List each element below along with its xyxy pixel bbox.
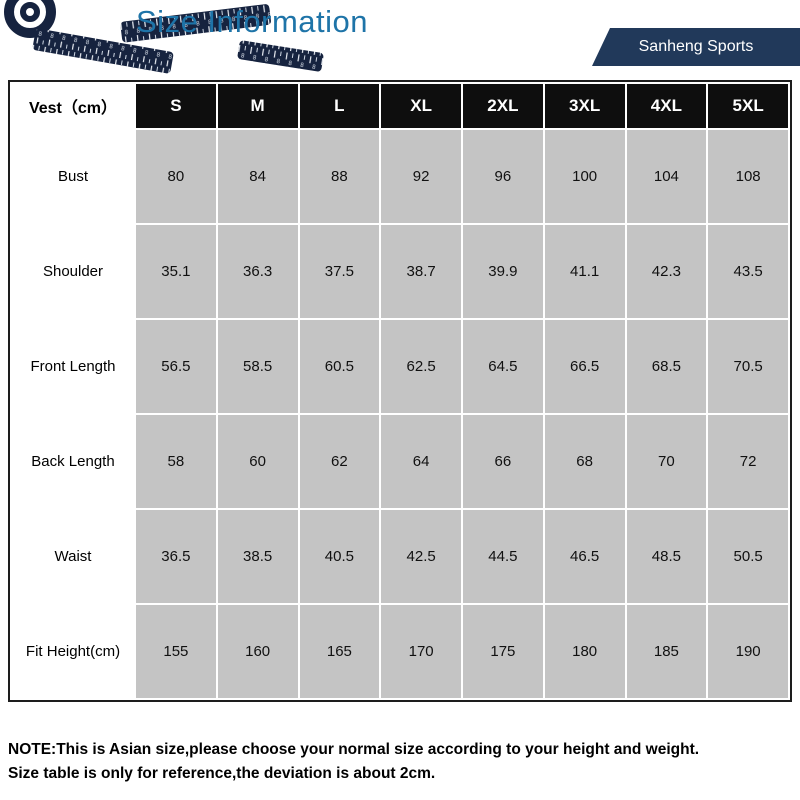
measurement-cell: 92 xyxy=(381,130,461,223)
table-row: Front Length 56.5 58.5 60.5 62.5 64.5 66.5 68.5… xyxy=(12,320,788,413)
measurement-cell: 42.5 xyxy=(381,510,461,603)
measurement-cell: 62.5 xyxy=(381,320,461,413)
table-row: Bust 80 84 88 92 96 100 104 108 xyxy=(12,130,788,223)
measurement-cell: 35.1 xyxy=(136,225,216,318)
measurement-cell: 66.5 xyxy=(544,320,625,413)
page-title: Size Information xyxy=(136,4,368,39)
size-column-header: XL xyxy=(381,84,461,128)
measurement-cell: 155 xyxy=(136,605,216,698)
measurement-cell: 108 xyxy=(708,130,788,223)
measurement-cell: 66 xyxy=(463,415,543,508)
table-row: Shoulder 35.1 36.3 37.5 38.7 39.9 41.1 42.3 43.5 xyxy=(12,225,788,318)
measurement-cell: 185 xyxy=(626,605,707,698)
measurement-cell: 170 xyxy=(381,605,461,698)
measurement-cell: 56.5 xyxy=(136,320,216,413)
measurement-cell: 96 xyxy=(463,130,543,223)
measurement-cell: 64.5 xyxy=(463,320,543,413)
measurement-cell: 39.9 xyxy=(463,225,543,318)
measurement-cell: 36.3 xyxy=(217,225,298,318)
measurement-cell: 46.5 xyxy=(544,510,625,603)
size-column-header: M xyxy=(217,84,298,128)
size-header-row: Vest（cm） S M L XL 2XL 3XL 4XL 5XL xyxy=(12,84,788,128)
measurement-cell: 37.5 xyxy=(299,225,380,318)
measurement-cell: 38.5 xyxy=(217,510,298,603)
measurement-cell: 68.5 xyxy=(626,320,707,413)
size-table: Vest（cm） S M L XL 2XL 3XL 4XL 5XL Bust 80 84 88 92 96… xyxy=(8,80,792,702)
table-corner-header: Vest（cm） xyxy=(12,84,134,128)
measurement-cell: 84 xyxy=(217,130,298,223)
measurement-cell: 40.5 xyxy=(299,510,380,603)
measurement-cell: 42.3 xyxy=(626,225,707,318)
measurement-cell: 62 xyxy=(299,415,380,508)
row-label: Waist xyxy=(12,510,134,603)
size-column-header: S xyxy=(136,84,216,128)
measurement-cell: 70.5 xyxy=(708,320,788,413)
measurement-cell: 190 xyxy=(708,605,788,698)
measurement-cell: 88 xyxy=(299,130,380,223)
size-column-header: 4XL xyxy=(626,84,707,128)
row-label: Bust xyxy=(12,130,134,223)
measurement-cell: 58.5 xyxy=(217,320,298,413)
header: 8 Size Information Sanheng Sports xyxy=(0,0,800,80)
measurement-cell: 100 xyxy=(544,130,625,223)
measurement-cell: 104 xyxy=(626,130,707,223)
size-column-header: 2XL xyxy=(463,84,543,128)
row-label: Back Length xyxy=(12,415,134,508)
size-column-header: 5XL xyxy=(708,84,788,128)
measurement-cell: 43.5 xyxy=(708,225,788,318)
measurement-cell: 180 xyxy=(544,605,625,698)
table-row: Waist 36.5 38.5 40.5 42.5 44.5 46.5 48.5 50.5 xyxy=(12,510,788,603)
measurement-cell: 165 xyxy=(299,605,380,698)
size-column-header: L xyxy=(299,84,380,128)
measurement-cell: 72 xyxy=(708,415,788,508)
measurement-cell: 70 xyxy=(626,415,707,508)
table-row: Fit Height(cm) 155 160 165 170 175 180 185 190 xyxy=(12,605,788,698)
note: NOTE:This is Asian size,please choose yo… xyxy=(0,702,800,786)
measurement-cell: 60 xyxy=(217,415,298,508)
size-column-header: 3XL xyxy=(544,84,625,128)
note-text: NOTE:This is Asian size,please choose yo… xyxy=(8,741,700,783)
measuring-tape-image: 8 xyxy=(4,0,324,74)
measurement-cell: 41.1 xyxy=(544,225,625,318)
measurement-cell: 50.5 xyxy=(708,510,788,603)
measurement-cell: 44.5 xyxy=(463,510,543,603)
measurement-cell: 48.5 xyxy=(626,510,707,603)
measurement-cell: 64 xyxy=(381,415,461,508)
measurement-cell: 58 xyxy=(136,415,216,508)
measurement-cell: 175 xyxy=(463,605,543,698)
measurement-cell: 36.5 xyxy=(136,510,216,603)
measurement-cell: 68 xyxy=(544,415,625,508)
row-label: Shoulder xyxy=(12,225,134,318)
measurement-cell: 60.5 xyxy=(299,320,380,413)
row-label: Fit Height(cm) xyxy=(12,605,134,698)
brand-name: Sanheng Sports xyxy=(638,38,754,55)
row-label: Front Length xyxy=(12,320,134,413)
table-row: Back Length 58 60 62 64 66 68 70 72 xyxy=(12,415,788,508)
measurement-cell: 80 xyxy=(136,130,216,223)
measurement-cell: 160 xyxy=(217,605,298,698)
measurement-cell: 38.7 xyxy=(381,225,461,318)
brand-banner: Sanheng Sports xyxy=(592,28,800,66)
